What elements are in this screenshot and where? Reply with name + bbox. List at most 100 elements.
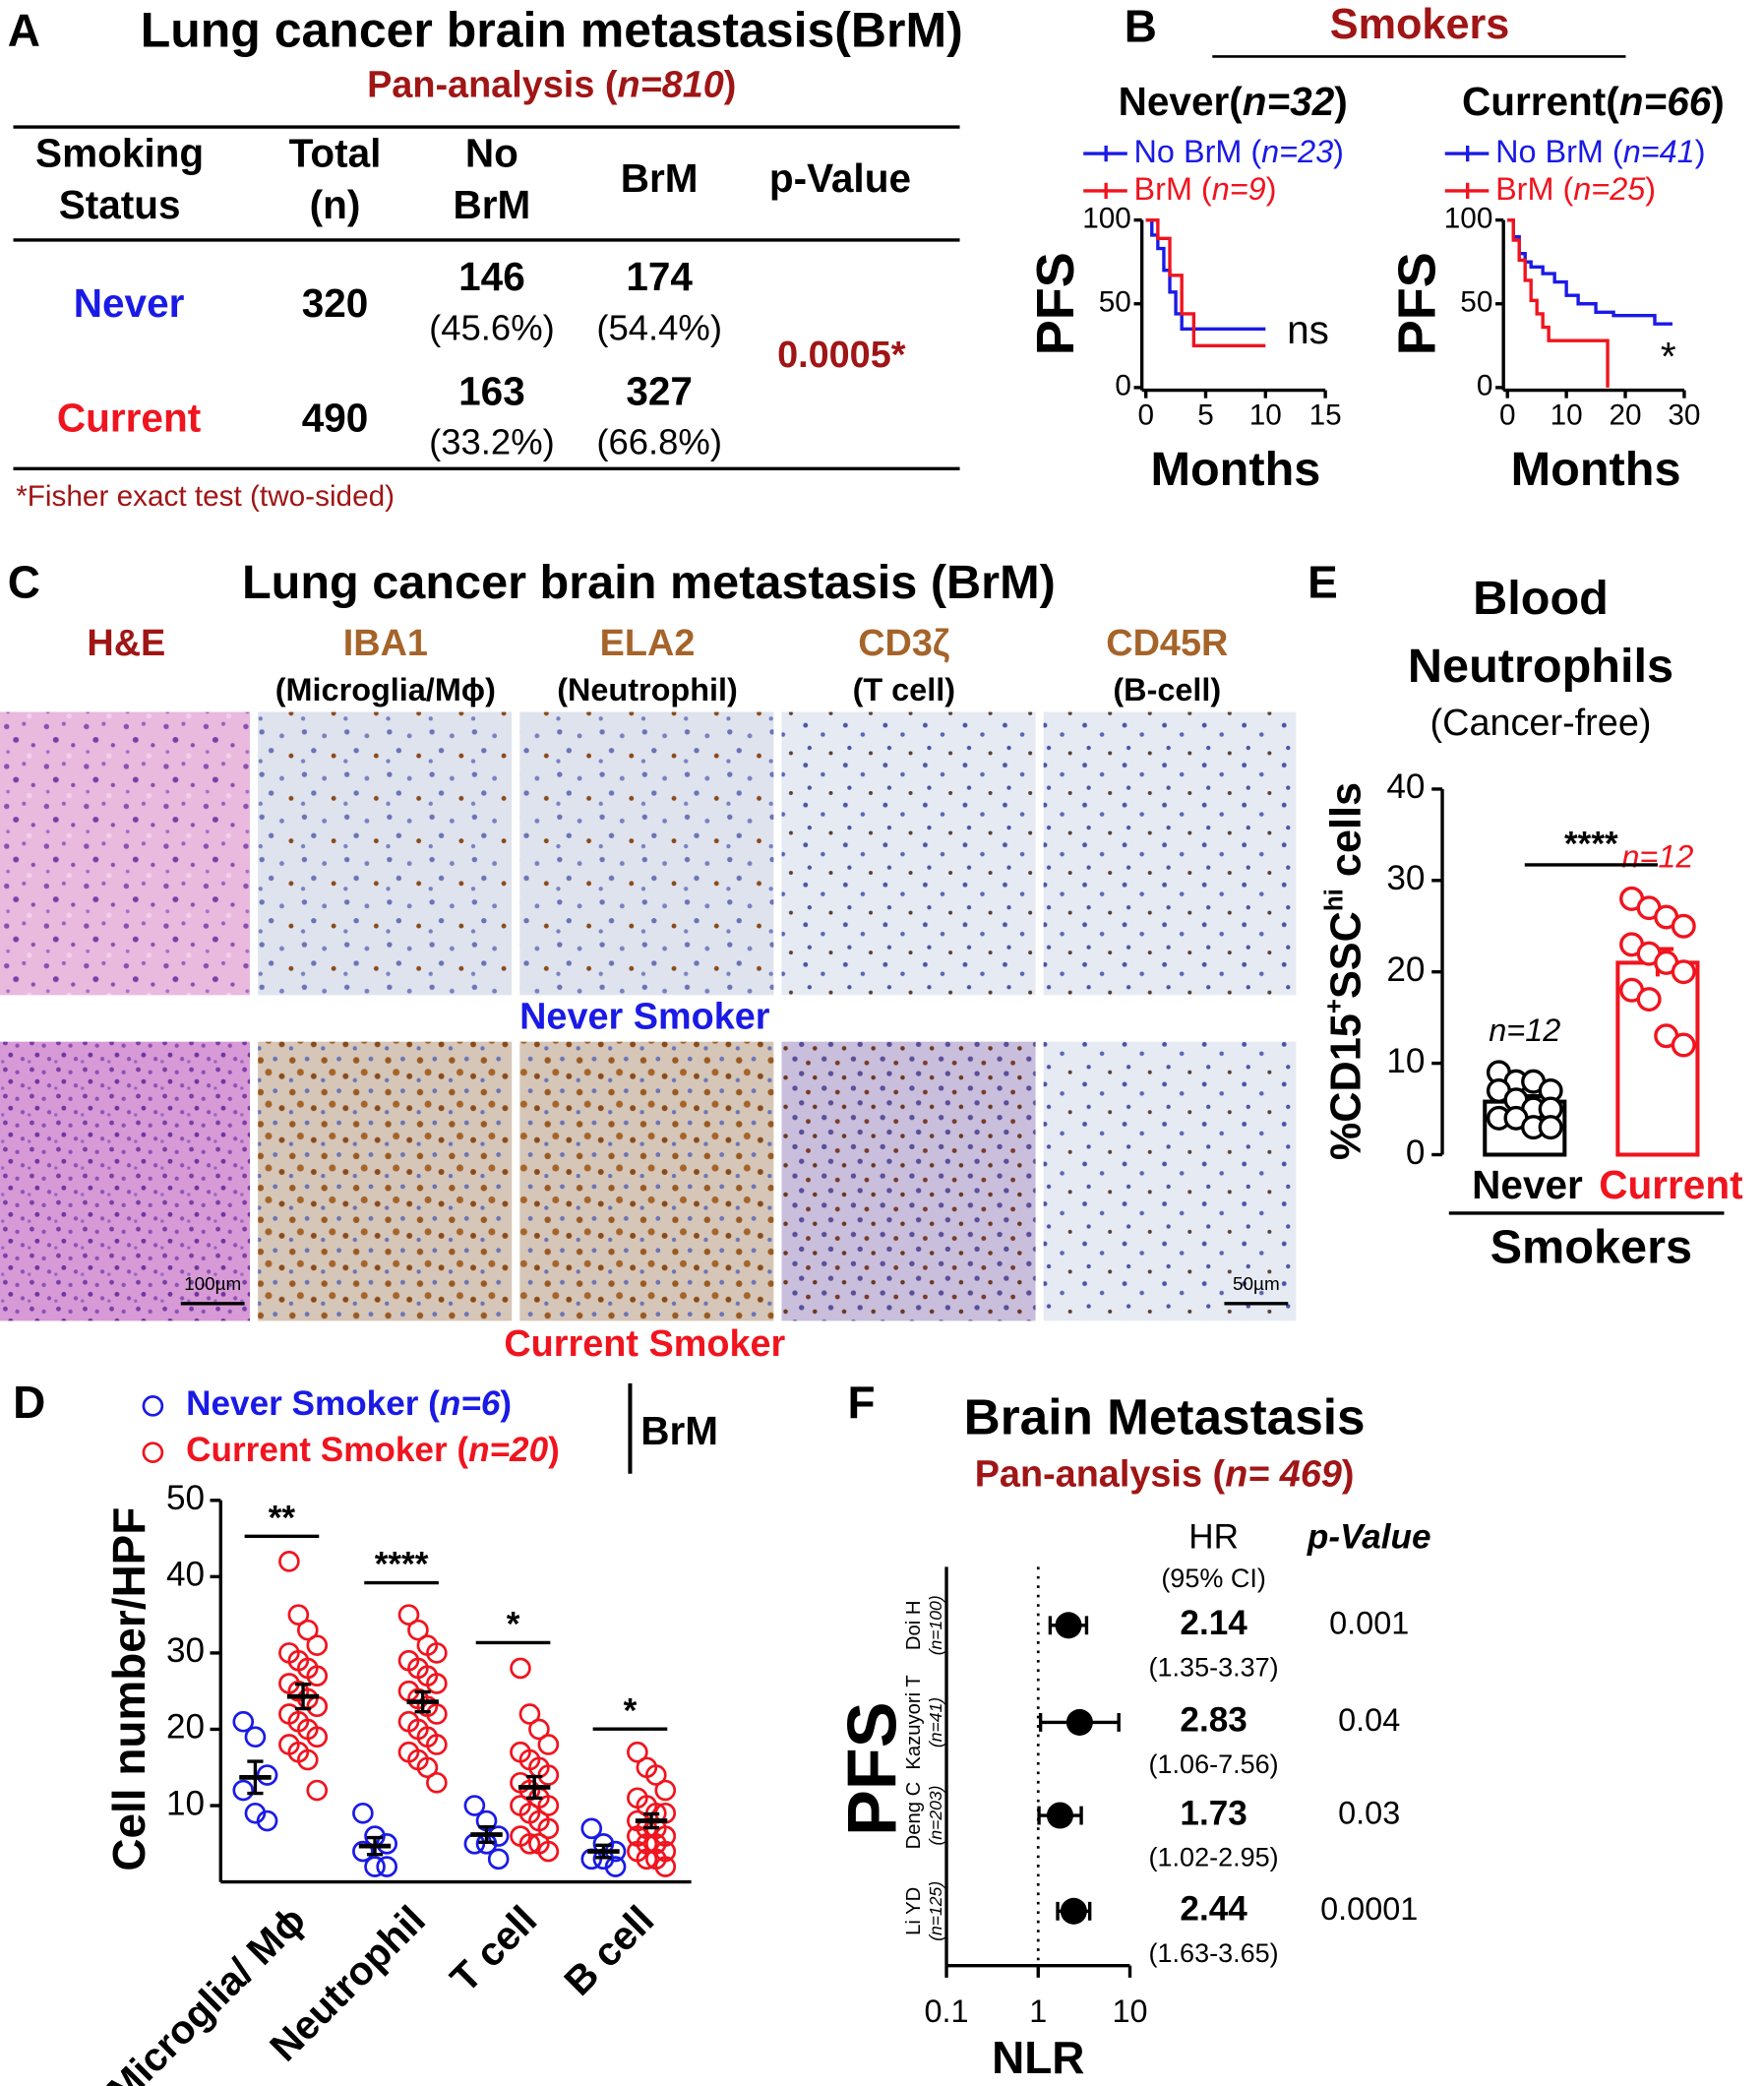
y-tick-label: 0	[1115, 370, 1131, 402]
study-n: (n=100)	[926, 1595, 945, 1655]
stain-target: (T cell)	[853, 672, 955, 707]
legend-label-part: n=20	[468, 1431, 549, 1469]
footnote: *Fisher exact test (two-sided)	[16, 480, 395, 513]
n-label: n=12	[1489, 1012, 1560, 1048]
significance: ****	[375, 1546, 429, 1584]
ci-label: (1.63-3.65)	[1149, 1938, 1279, 1968]
data-point	[232, 1779, 255, 1802]
data-point	[244, 1726, 267, 1749]
y-axis-label: PFS	[1388, 252, 1447, 355]
histology-image	[258, 1041, 513, 1321]
data-point	[364, 1856, 386, 1877]
y-tick-label: 0	[1477, 370, 1493, 402]
y-tick-label: 100	[1444, 202, 1493, 234]
row-label: Current Smoker	[504, 1323, 785, 1365]
data-point	[376, 1856, 397, 1877]
annotation: ns	[1287, 307, 1329, 352]
data-point	[627, 1741, 648, 1763]
legend-label: Current Smoker (n=20)	[186, 1431, 560, 1469]
histology-image	[258, 711, 513, 996]
chart-subtitle: Pan-analysis (n= 469)	[975, 1453, 1355, 1495]
p-value-label: 0.001	[1329, 1605, 1409, 1640]
table-title: Lung cancer brain metastasis(BrM)	[141, 3, 963, 58]
row-label: Never	[74, 280, 185, 326]
x-tick-label: 0.1	[925, 1994, 969, 2029]
y-axis-label: PFS	[832, 1701, 910, 1836]
data-point	[278, 1551, 300, 1572]
data-point	[287, 1604, 310, 1626]
p-value-label: 0.0001	[1320, 1891, 1418, 1927]
study-name: Doi H	[903, 1600, 925, 1650]
hr-label: 2.14	[1180, 1604, 1247, 1642]
legend-label-part: )	[1266, 170, 1277, 206]
data-point	[407, 1619, 429, 1641]
stain-name: H&E	[87, 623, 165, 664]
y-tick-label: 50	[1460, 286, 1492, 319]
y-tick-label: 30	[166, 1631, 205, 1670]
hazard-ratio-point	[1055, 1612, 1082, 1639]
y-axis-label: %CD15+SSChi cells	[1320, 782, 1370, 1160]
data-point	[306, 1665, 329, 1687]
x-tick-label: 30	[1668, 399, 1700, 431]
panel-label: B	[1125, 1, 1157, 52]
hazard-ratio-point	[1046, 1802, 1073, 1829]
data-point	[1636, 987, 1662, 1012]
table-cell: 146	[458, 254, 525, 299]
data-point	[426, 1734, 448, 1755]
y-tick-label: 0	[1406, 1134, 1426, 1172]
legend-label: BrM (n=25)	[1495, 170, 1656, 206]
table-cell: (45.6%)	[429, 307, 555, 347]
study-name: Li YD	[903, 1887, 925, 1935]
p-value-label: 0.04	[1338, 1702, 1400, 1738]
stain-target: (B-cell)	[1113, 672, 1221, 707]
chart-title-part: Never(	[1119, 79, 1244, 124]
data-point	[426, 1642, 448, 1664]
hr-label: 2.83	[1180, 1701, 1247, 1740]
scale-bar-label: 100µm	[184, 1274, 241, 1295]
panel-label: C	[8, 556, 40, 607]
chart-title: Never(n=32)	[1119, 79, 1348, 124]
x-tick-label: 0	[1137, 399, 1154, 431]
data-point	[636, 1848, 658, 1871]
survival-curve	[1507, 217, 1610, 388]
data-point	[463, 1795, 486, 1816]
survival-curve	[1145, 217, 1266, 331]
significance: *	[624, 1691, 638, 1730]
legend-marker	[142, 1442, 164, 1463]
table-subtitle-part: Pan-analysis (	[367, 65, 618, 106]
table-cell: 327	[626, 368, 693, 413]
data-point	[1538, 1115, 1563, 1140]
study-n: (n=41)	[926, 1697, 945, 1748]
legend-label-part: No BrM (	[1134, 134, 1262, 169]
hr-label: 2.44	[1180, 1890, 1247, 1929]
data-point	[510, 1657, 531, 1680]
data-point	[416, 1756, 439, 1779]
legend-label-part: Current Smoker (	[186, 1431, 468, 1469]
y-axis-label-part: SSC	[1323, 911, 1370, 999]
panel-label: E	[1308, 556, 1338, 607]
y-tick-label: 40	[166, 1556, 205, 1594]
x-tick-label: 1	[1029, 1994, 1047, 2029]
data-point	[352, 1802, 374, 1824]
y-axis-label-part: %CD15	[1323, 1013, 1370, 1160]
table-cell: (66.8%)	[596, 422, 722, 462]
table-cell: 490	[302, 395, 369, 440]
survival-curve	[1145, 217, 1266, 348]
y-tick-label: 40	[1386, 767, 1425, 806]
chart-title-part: )	[1334, 79, 1348, 124]
chart-title: Neutrophils	[1408, 640, 1673, 693]
histology-grid	[0, 711, 1297, 1321]
x-tick-label: 0	[1499, 399, 1516, 431]
table-subtitle-part: n=810	[617, 65, 723, 106]
legend-label-part: n=23	[1261, 134, 1333, 169]
legend-label-part: n=41	[1623, 134, 1695, 169]
legend-label-part: n=25	[1573, 170, 1646, 206]
ci-label: (1.35-3.37)	[1149, 1653, 1279, 1683]
legend-marker	[142, 1395, 164, 1417]
error-bar	[294, 1683, 312, 1711]
x-tick-label: T cell	[442, 1897, 546, 2001]
chart-title-part: )	[1711, 79, 1724, 124]
hazard-ratio-point	[1060, 1897, 1087, 1925]
chart-subtitle: (Cancer-free)	[1430, 703, 1652, 744]
data-point	[296, 1749, 319, 1771]
